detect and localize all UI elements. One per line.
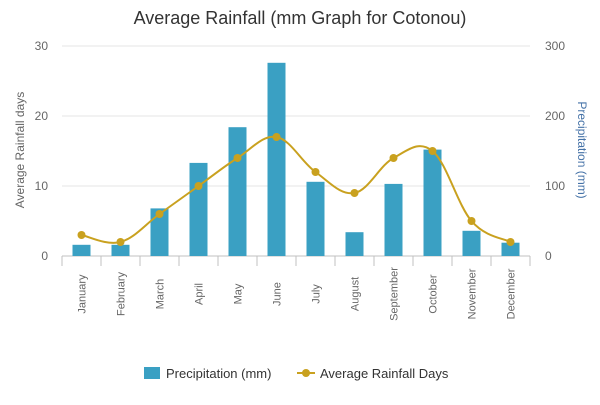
x-tick-label: November — [467, 268, 479, 319]
legend[interactable]: Precipitation (mm) Average Rainfall Days — [144, 366, 449, 381]
precipitation-bar — [228, 127, 247, 256]
right-tick-label: 300 — [545, 39, 565, 53]
x-tick-label: December — [506, 268, 518, 319]
precipitation-bar — [384, 183, 403, 256]
x-tick-label: October — [428, 274, 440, 313]
chart-title: Average Rainfall (mm Graph for Cotonou) — [134, 8, 467, 28]
legend-precipitation-swatch[interactable] — [144, 367, 160, 379]
legend-precipitation-label[interactable]: Precipitation (mm) — [166, 366, 271, 381]
precipitation-bars — [72, 62, 520, 256]
precipitation-bar — [189, 162, 208, 256]
rainfall-days-point — [350, 189, 359, 197]
rainfall-days-point — [428, 147, 437, 155]
right-tick-label: 200 — [545, 109, 565, 123]
rainfall-days-point — [116, 238, 125, 246]
rainfall-days-point — [389, 154, 398, 162]
precipitation-bar — [345, 232, 364, 256]
right-axis-ticks: 0 100 200 300 — [545, 39, 565, 263]
precipitation-bar — [150, 208, 169, 256]
x-tick-label: January — [77, 274, 89, 314]
x-tick-label: August — [350, 277, 362, 311]
precipitation-bar — [267, 62, 286, 256]
rainfall-days-point — [272, 133, 281, 141]
x-axis-labels: January February March April May June July Augu… — [77, 267, 518, 321]
legend-rainfall-days-label[interactable]: Average Rainfall Days — [320, 366, 449, 381]
precipitation-bar — [72, 244, 91, 256]
left-tick-label: 20 — [35, 109, 49, 123]
rainfall-days-point — [311, 168, 320, 176]
x-tick-label: February — [116, 271, 128, 316]
x-tick-label: July — [311, 284, 323, 304]
legend-rainfall-days-marker[interactable] — [302, 369, 310, 377]
left-tick-label: 30 — [35, 39, 49, 53]
x-tick-label: April — [194, 283, 206, 305]
left-tick-label: 0 — [41, 249, 48, 263]
precipitation-bar — [462, 230, 481, 256]
left-axis-title: Average Rainfall days — [13, 92, 27, 209]
precipitation-bar — [501, 242, 520, 256]
rainfall-days-line — [77, 133, 515, 246]
rainfall-days-curve — [81, 135, 511, 244]
left-tick-label: 10 — [35, 179, 49, 193]
x-tick-label: June — [272, 282, 284, 306]
rainfall-days-point — [467, 217, 476, 225]
precipitation-bar — [423, 149, 442, 256]
rainfall-days-point — [194, 182, 203, 190]
precipitation-bar — [306, 181, 325, 256]
rainfall-days-point — [506, 238, 515, 246]
precipitation-bar — [111, 244, 130, 256]
grid-lines — [61, 45, 531, 266]
x-tick-label: September — [389, 267, 401, 321]
rainfall-days-point — [233, 154, 242, 162]
rainfall-days-point — [77, 231, 86, 239]
right-tick-label: 0 — [545, 249, 552, 263]
right-axis-title: Precipitation (mm) — [575, 101, 589, 198]
x-tick-label: May — [233, 283, 245, 304]
rainfall-days-point — [155, 210, 164, 218]
left-axis-ticks: 0 10 20 30 — [35, 39, 49, 263]
x-tick-label: March — [155, 279, 167, 310]
right-tick-label: 100 — [545, 179, 565, 193]
